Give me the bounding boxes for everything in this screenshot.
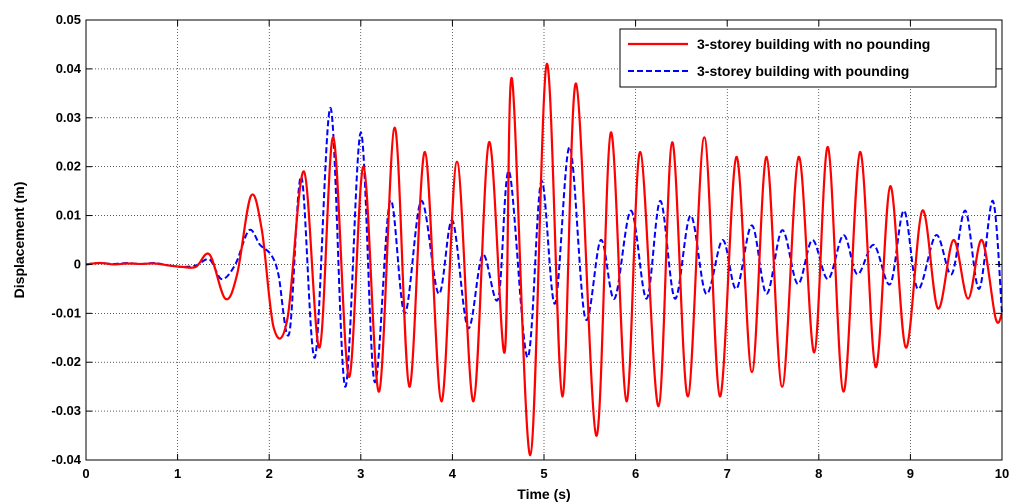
x-tick-label: 9 bbox=[907, 466, 914, 481]
legend-label-no-pounding: 3-storey building with no pounding bbox=[697, 36, 930, 52]
legend: 3-storey building with no pounding 3-sto… bbox=[619, 28, 997, 88]
grid-lines bbox=[86, 20, 1002, 460]
x-tick-labels: 0 1 2 3 4 5 6 7 8 9 10 bbox=[82, 466, 1009, 481]
x-tick-label: 3 bbox=[357, 466, 364, 481]
legend-box bbox=[619, 28, 997, 88]
y-tick-label: 0.02 bbox=[56, 159, 81, 174]
x-tick-label: 1 bbox=[174, 466, 181, 481]
tick-marks bbox=[85, 19, 1003, 461]
series-line-no-pounding bbox=[85, 62, 1003, 457]
y-tick-label: -0.04 bbox=[51, 452, 81, 467]
x-tick-label: 6 bbox=[632, 466, 639, 481]
y-tick-label: 0.03 bbox=[56, 110, 81, 125]
y-tick-labels: -0.04 -0.03 -0.02 -0.01 0 0.01 0.02 0.03 0.04 0.0… bbox=[51, 12, 81, 467]
legend-label-pounding: 3-storey building with pounding bbox=[697, 63, 909, 79]
x-tick-label: 0 bbox=[82, 466, 89, 481]
x-tick-label: 5 bbox=[540, 466, 547, 481]
y-tick-label: 0.05 bbox=[56, 12, 81, 27]
y-tick-label: -0.01 bbox=[51, 305, 81, 320]
y-tick-label: 0.04 bbox=[56, 61, 82, 76]
y-axis-title: Displacement (m) bbox=[11, 182, 27, 299]
x-tick-label: 4 bbox=[449, 466, 457, 481]
series-line-pounding bbox=[85, 106, 1003, 388]
series-layer bbox=[85, 62, 1003, 457]
y-tick-label: 0 bbox=[74, 256, 81, 271]
x-tick-label: 10 bbox=[995, 466, 1009, 481]
x-tick-label: 2 bbox=[266, 466, 273, 481]
x-axis-title: Time (s) bbox=[517, 486, 570, 502]
y-tick-label: 0.01 bbox=[56, 208, 81, 223]
x-tick-label: 8 bbox=[815, 466, 822, 481]
x-tick-label: 7 bbox=[724, 466, 731, 481]
y-tick-label: -0.02 bbox=[51, 354, 81, 369]
y-tick-label: -0.03 bbox=[51, 403, 81, 418]
